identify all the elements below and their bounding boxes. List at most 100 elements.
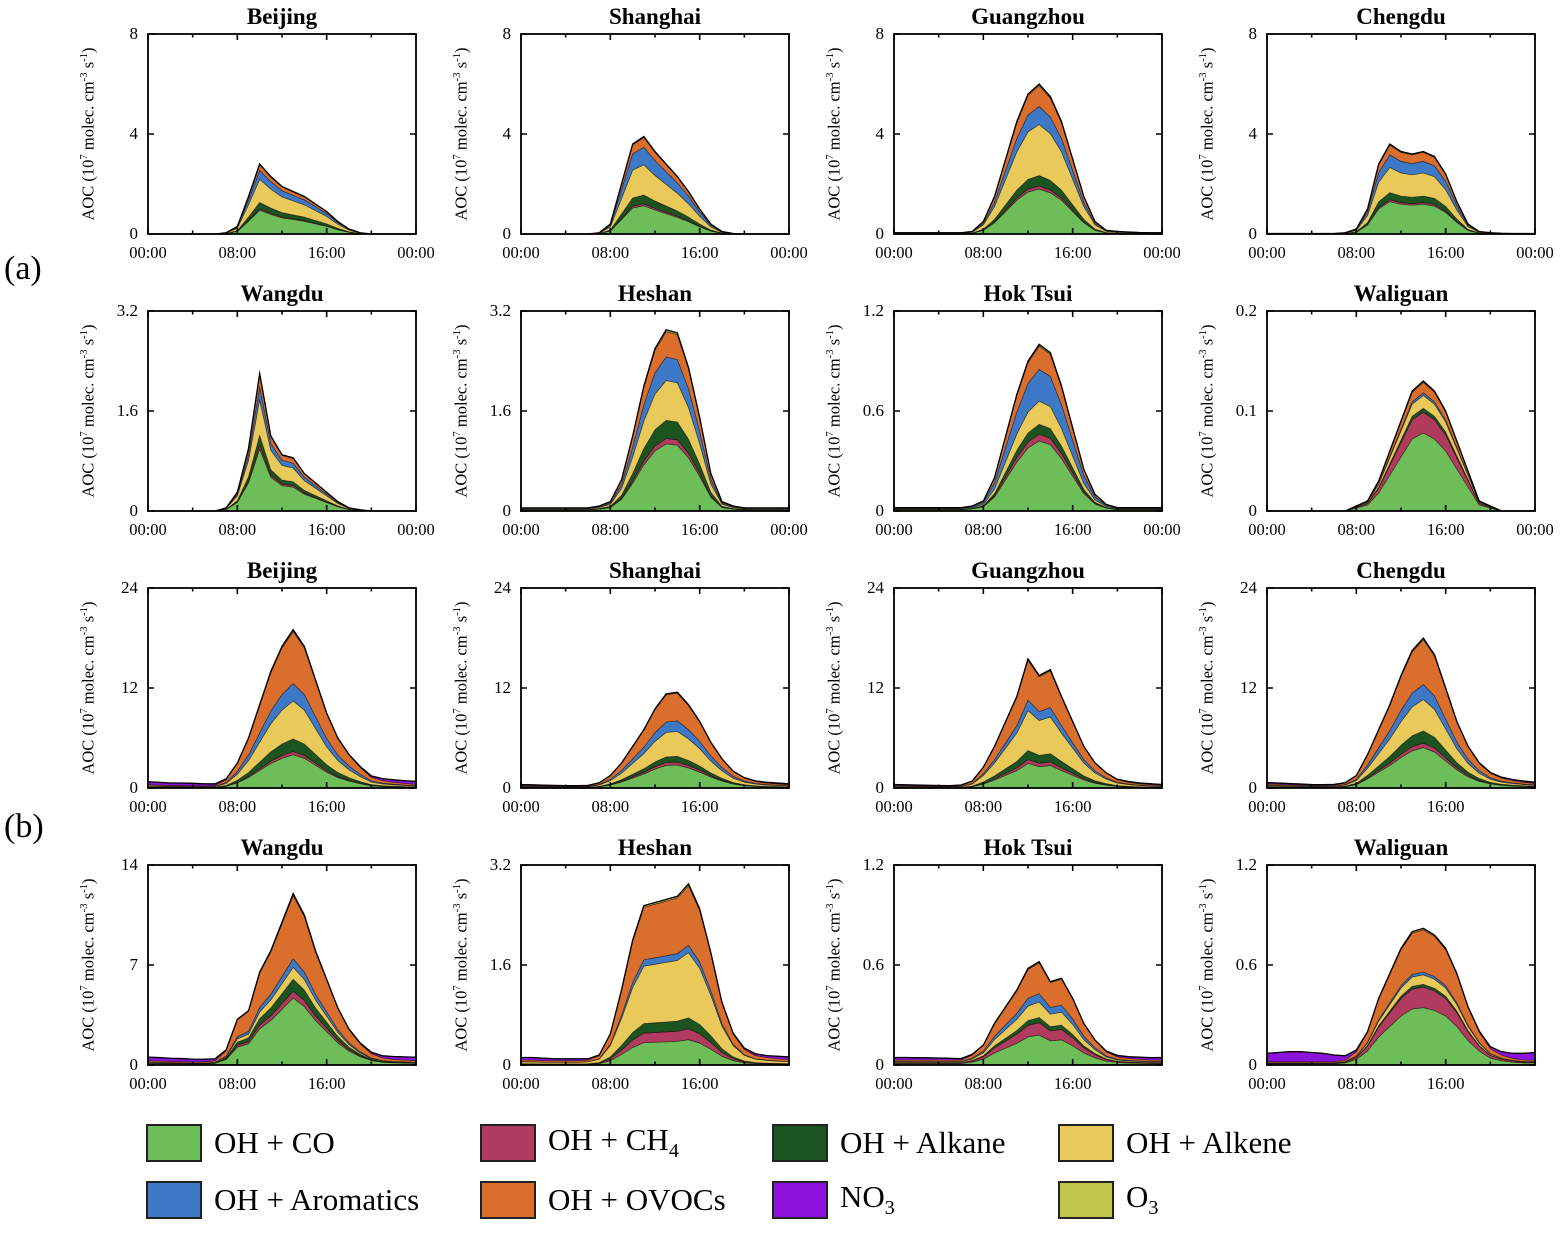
plot-canvas (70, 0, 443, 277)
x-tick-label: 00:00 (875, 797, 913, 816)
y-axis-label-part: AOC (10 (824, 990, 844, 1052)
x-tick-label: 00:00 (875, 520, 913, 539)
y-axis-label-part: ) (824, 878, 844, 884)
y-axis-label-part: s (451, 892, 471, 904)
y-axis-label-part: -3 (450, 626, 463, 636)
y-axis-label-part: -1 (823, 329, 836, 339)
y-axis-label-part: AOC (10 (824, 436, 844, 498)
y-tick-label: 4 (1248, 124, 1258, 143)
subplot-b-hok-tsui: Hok Tsui AOC (107 molec. cm-3 s-1) 0 0.6 1.2… (816, 831, 1189, 1108)
y-axis-label-part: 7 (77, 985, 90, 991)
plot-canvas (1189, 0, 1562, 277)
y-axis-label-part: ) (78, 878, 98, 884)
y-tick-label: 0 (502, 224, 512, 243)
plot-canvas (816, 0, 1189, 277)
y-axis-label-part: ) (1197, 878, 1217, 884)
y-axis-label-part: AOC (10 (1197, 990, 1217, 1052)
legend-swatch-ovocs (480, 1180, 536, 1219)
x-tick-label: 08:00 (591, 1074, 630, 1093)
y-tick-label: 0 (875, 778, 885, 797)
x-tick-label: 16:00 (307, 243, 346, 262)
y-tick-label: 12 (121, 678, 138, 697)
legend-item-co: OH + CO (146, 1122, 480, 1163)
y-axis-label-part: -3 (1196, 72, 1209, 82)
plot-canvas (816, 831, 1189, 1108)
x-tick-label: 08:00 (591, 243, 630, 262)
x-tick-label: 00:00 (129, 1074, 167, 1093)
panel-label-a: (a) (4, 250, 42, 287)
x-tick-label: 00:00 (129, 243, 167, 262)
plot-canvas (70, 277, 443, 554)
y-axis-label-part: ) (1197, 601, 1217, 607)
y-axis-label-part: s (78, 338, 98, 350)
subplot-b-guangzhou: Guangzhou AOC (107 molec. cm-3 s-1) 0 12 24 0… (816, 554, 1189, 831)
chart-title: Waliguan (1353, 835, 1449, 860)
legend-label-subscript: 3 (1148, 1197, 1159, 1220)
y-axis-label-part: -1 (1196, 883, 1209, 893)
y-axis-label-part: s (78, 892, 98, 904)
x-tick-label: 16:00 (1053, 797, 1092, 816)
legend-item-o3: O3 (1058, 1179, 1546, 1220)
x-tick-label: 08:00 (218, 520, 257, 539)
chart-title: Wangdu (240, 835, 324, 860)
y-axis-label-part: s (1197, 338, 1217, 350)
x-tick-label: 00:00 (1248, 520, 1286, 539)
y-axis-label-part: AOC (10 (78, 990, 98, 1052)
subplot-a-chengdu: Chengdu AOC (107 molec. cm-3 s-1) 0 4 8 00:00… (1189, 0, 1562, 277)
subplot-a-hok-tsui: Hok Tsui AOC (107 molec. cm-3 s-1) 0 0.6 1.2… (816, 277, 1189, 554)
legend-label-o3: O3 (1126, 1179, 1158, 1220)
x-tick-label: 16:00 (1426, 520, 1465, 539)
y-axis-label-part: 7 (1196, 985, 1209, 991)
y-axis-label-part: AOC (10 (1197, 713, 1217, 775)
x-tick-label: 16:00 (1426, 1074, 1465, 1093)
y-axis-label-part: -3 (450, 349, 463, 359)
y-tick-label: 4 (502, 124, 512, 143)
x-tick-label: 00:00 (770, 243, 808, 262)
y-tick-label: 4 (129, 124, 139, 143)
legend-label-text: O (1126, 1179, 1149, 1215)
y-tick-label: 8 (1248, 24, 1258, 43)
y-tick-label: 0 (129, 501, 139, 520)
subplot-a-waliguan: Waliguan AOC (107 molec. cm-3 s-1) 0 0.1 0.2… (1189, 277, 1562, 554)
x-tick-label: 00:00 (1248, 243, 1286, 262)
y-axis-label-part: -3 (823, 72, 836, 82)
y-tick-label: 0.6 (862, 401, 884, 420)
plot-canvas (70, 554, 443, 831)
y-tick-label: 0 (875, 224, 885, 243)
y-axis-label-part: -3 (823, 349, 836, 359)
y-axis-label-part: ) (451, 878, 471, 884)
y-axis-label-part: -3 (77, 626, 90, 636)
legend: OH + CO OH + CH4 OH + Alkane OH + Alkene OH … (146, 1122, 1546, 1220)
y-tick-label: 0 (129, 1055, 139, 1074)
y-axis-label-part: s (451, 61, 471, 73)
y-axis-label-part: -3 (77, 903, 90, 913)
x-tick-label: 00:00 (129, 797, 167, 816)
x-tick-label: 08:00 (218, 243, 257, 262)
y-tick-label: 0 (1248, 501, 1258, 520)
y-axis-label-part: 7 (1196, 154, 1209, 160)
legend-label-subscript: 3 (884, 1197, 895, 1220)
chart-title: Hok Tsui (983, 835, 1073, 860)
y-axis-label-part: -1 (1196, 52, 1209, 62)
y-tick-label: 0 (502, 778, 512, 797)
subplot-b-shanghai: Shanghai AOC (107 molec. cm-3 s-1) 0 12 24 00… (443, 554, 816, 831)
chart-title: Chengdu (1356, 558, 1446, 583)
subplot-b-chengdu: Chengdu AOC (107 molec. cm-3 s-1) 0 12 24 00:… (1189, 554, 1562, 831)
y-axis-label-part: AOC (10 (451, 990, 471, 1052)
subplot-a-wangdu: Wangdu AOC (107 molec. cm-3 s-1) 0 1.6 3.2 00… (70, 277, 443, 554)
y-axis-label-part: 7 (450, 985, 463, 991)
legend-item-ch4: OH + CH4 (480, 1122, 772, 1163)
subplot-b-beijing: Beijing AOC (107 molec. cm-3 s-1) 0 12 24 00:… (70, 554, 443, 831)
x-tick-label: 00:00 (129, 520, 167, 539)
y-axis-label-part: AOC (10 (824, 159, 844, 221)
y-axis-label-part: s (451, 338, 471, 350)
y-tick-label: 14 (121, 855, 138, 874)
y-axis-label-part: AOC (10 (1197, 159, 1217, 221)
legend-label-text: NO (840, 1179, 885, 1215)
y-tick-label: 0 (875, 501, 885, 520)
y-axis-label-part: -1 (77, 606, 90, 616)
y-axis-label-part: 7 (77, 708, 90, 714)
y-axis-label-part: s (824, 61, 844, 73)
chart-title: Heshan (617, 835, 693, 860)
y-tick-label: 1.6 (116, 401, 138, 420)
